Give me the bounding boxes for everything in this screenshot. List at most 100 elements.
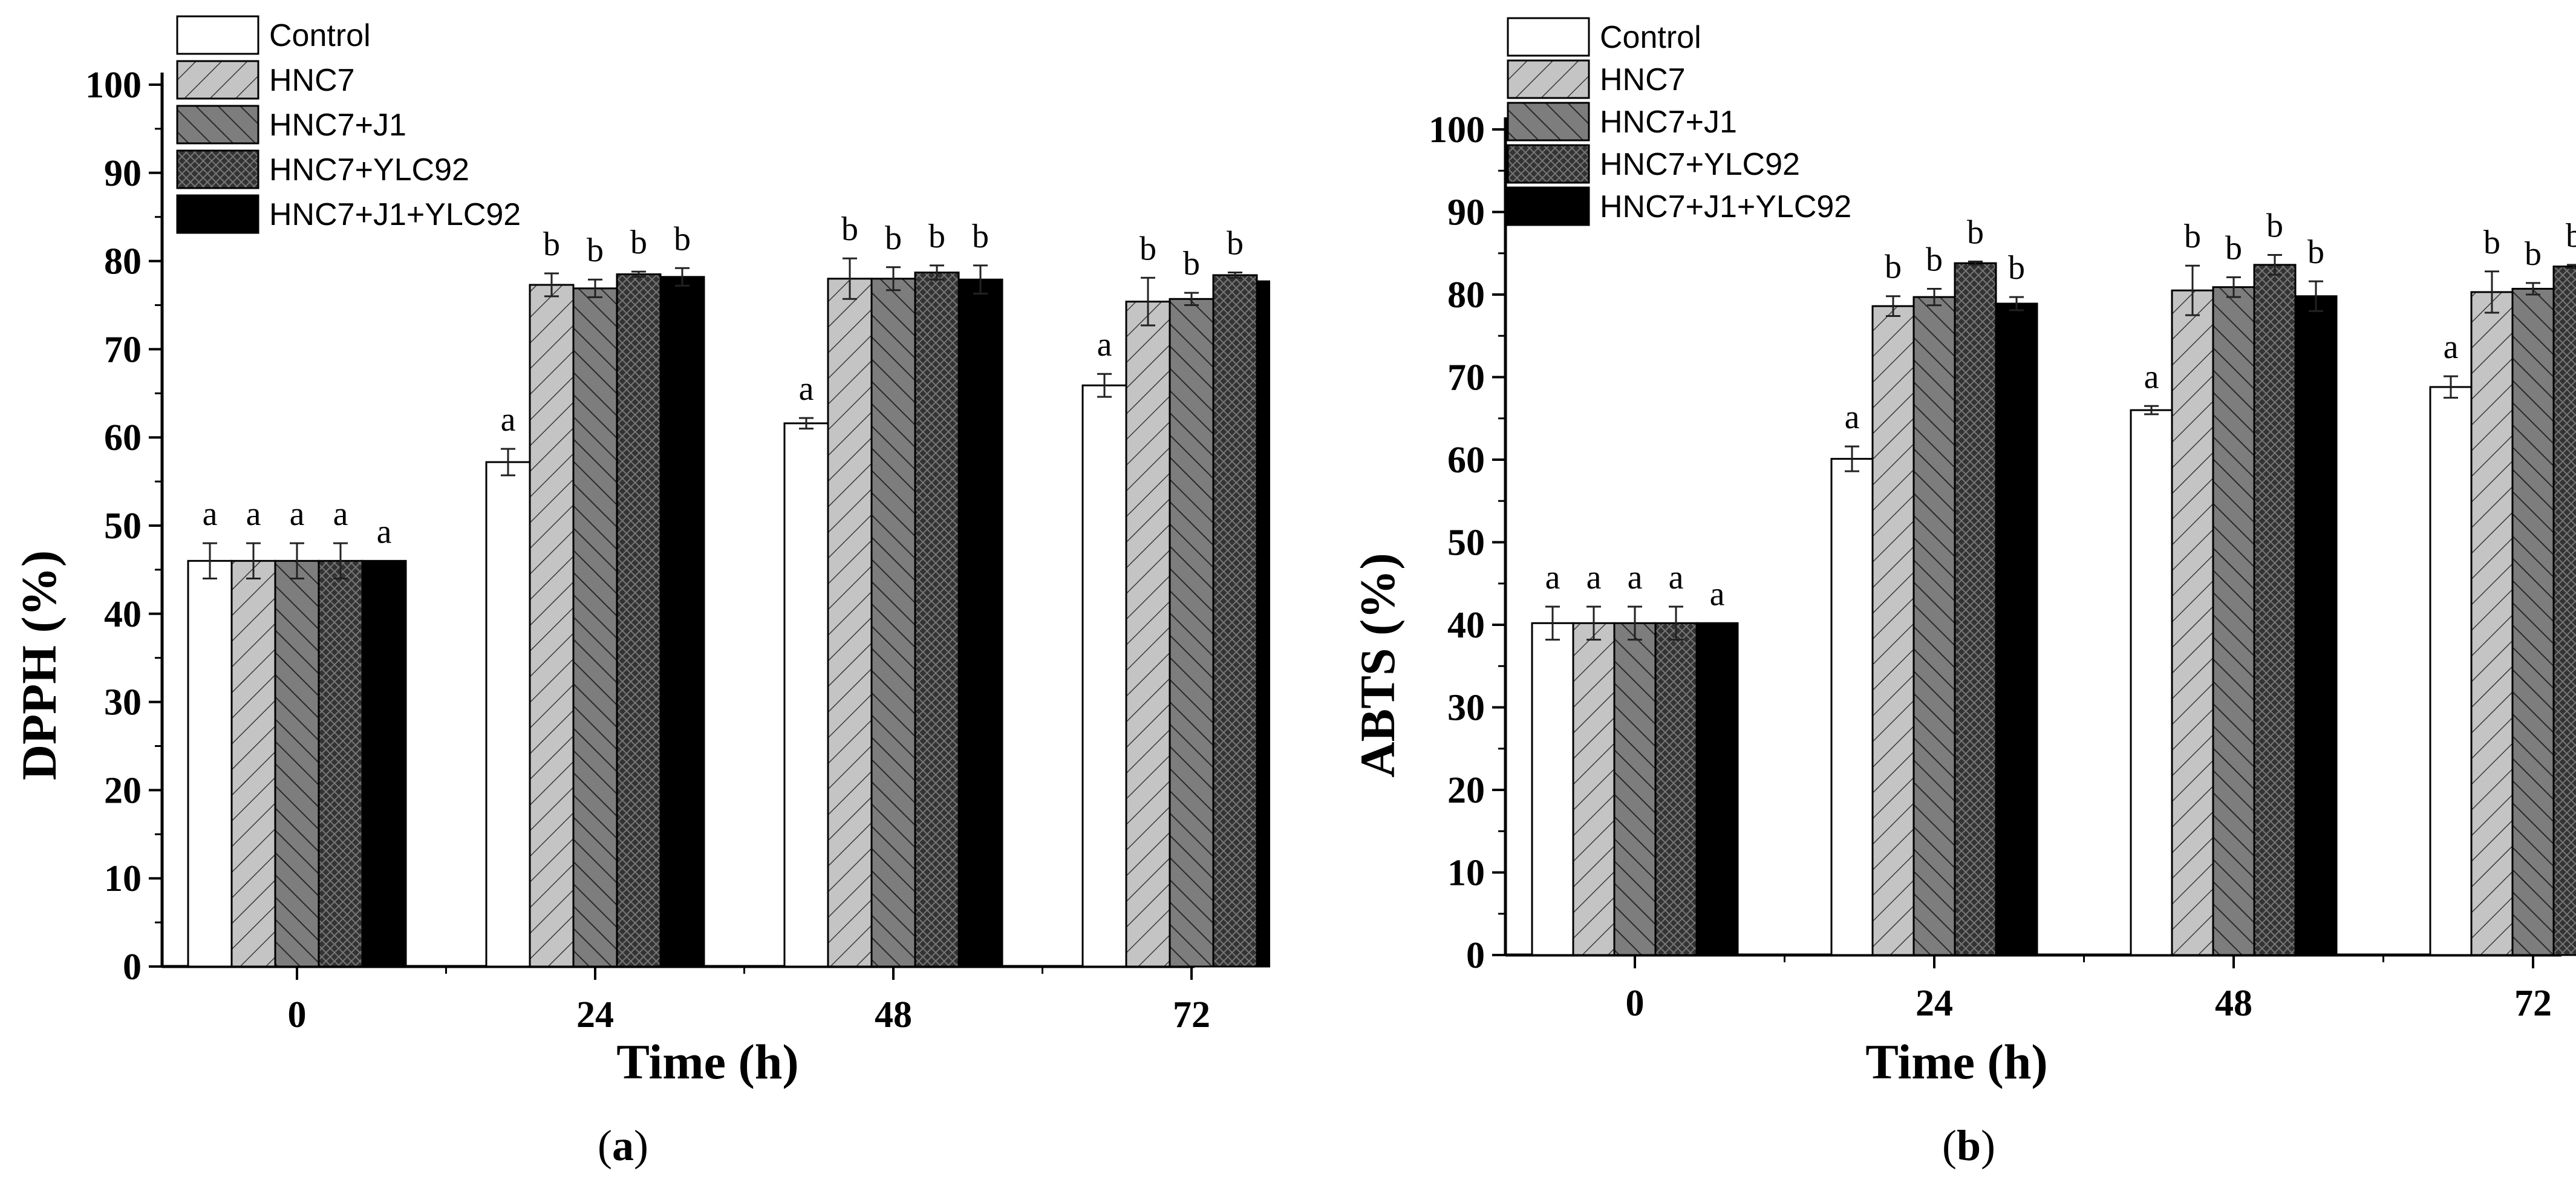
significance-label: a: [1628, 559, 1643, 596]
significance-label: b: [1227, 225, 1244, 262]
bar-hnc7-24: [529, 284, 575, 968]
y-tick-label: 70: [104, 329, 142, 370]
bar-hnc7-ylc92-72: [2552, 266, 2576, 956]
bar-hnc7-0: [1572, 622, 1616, 956]
panel-label: (b): [1942, 1121, 1995, 1170]
bar-hnc7-j1-ylc92-48: [957, 278, 1003, 968]
significance-label: b: [2525, 235, 2542, 273]
chart-panel-a: Control HNC7 HNC7+J1 HNC7+YLC92 HNC7+J1+YLC9…: [11, 15, 1270, 1170]
significance-label: b: [928, 218, 945, 255]
bar-hnc7-0: [230, 559, 276, 968]
legend-swatch-hnc7: [1507, 59, 1590, 99]
legend-label-hnc7-j1: HNC7+J1: [269, 108, 406, 143]
bar-hnc7-72: [1125, 301, 1171, 968]
bar-control-0: [1531, 622, 1574, 956]
legend-label-control: Control: [1600, 20, 1701, 55]
legend-label-hnc7-j1-ylc92: HNC7+J1+YLC92: [269, 197, 521, 232]
bar-hnc7-ylc92-0: [1654, 622, 1698, 956]
chart-panel-b: Control HNC7 HNC7+J1 HNC7+YLC92 HNC7+J1+YLC9…: [1350, 17, 2576, 1170]
significance-label: a: [1845, 399, 1860, 436]
y-tick-label: 20: [1447, 770, 1485, 811]
axes: 0 10 20 30 40 50 60 70 80 90 100 0 24 48 72: [85, 65, 1210, 1035]
legend-label-hnc7: HNC7: [1600, 62, 1686, 97]
y-tick-label: 70: [1447, 357, 1485, 399]
bar-hnc7-ylc92-0: [318, 559, 364, 968]
significance-label: a: [1097, 326, 1112, 364]
y-axis-title: ABTS (%): [1350, 553, 1405, 777]
legend-swatch-hnc7-j1-ylc92: [176, 194, 259, 234]
significance-label: a: [2444, 328, 2459, 366]
significance-label: b: [2566, 217, 2576, 255]
x-axis-title: Time (h): [1865, 1034, 2047, 1089]
legend-swatch-control: [176, 15, 259, 55]
y-tick-label: 80: [104, 241, 142, 282]
y-tick-label: 60: [1447, 440, 1485, 481]
x-tick-label: 72: [2514, 983, 2552, 1024]
bar-control-48: [783, 422, 829, 968]
legend-swatch-control: [1507, 17, 1590, 57]
x-tick-label: 0: [288, 994, 307, 1035]
significance-label: b: [2307, 233, 2324, 271]
x-axis-title: Time (h): [616, 1034, 798, 1089]
bar-hnc7-j1-ylc92-24: [1995, 302, 2038, 956]
bar-control-72: [1081, 384, 1127, 968]
significance-label: b: [885, 220, 902, 257]
x-tick-label: 48: [875, 994, 912, 1035]
bar-hnc7-j1-24: [572, 287, 618, 968]
significance-label: a: [1586, 559, 1602, 596]
significance-label: b: [2266, 207, 2283, 244]
significance-label: b: [674, 220, 691, 258]
bar-hnc7-j1-ylc92-0: [361, 559, 407, 968]
legend-swatch-hnc7-j1: [176, 105, 259, 145]
significance-label: b: [2483, 224, 2500, 261]
legend-label-hnc7-ylc92: HNC7+YLC92: [269, 152, 469, 187]
y-tick-label: 20: [104, 770, 142, 811]
legend-label-hnc7: HNC7: [269, 63, 355, 98]
y-tick-label: 90: [104, 153, 142, 194]
significance-label: b: [2225, 229, 2242, 267]
significance-label: a: [799, 370, 814, 408]
significance-label: b: [1967, 214, 1984, 251]
x-tick-label: 48: [2215, 983, 2252, 1024]
legend-swatch-hnc7-j1: [1507, 102, 1590, 142]
bar-hnc7-ylc92-24: [1954, 262, 1997, 956]
y-tick-label: 100: [85, 65, 142, 106]
y-tick-label: 0: [1466, 935, 1485, 976]
bar-hnc7-48: [827, 278, 873, 968]
y-tick-label: 80: [1447, 275, 1485, 316]
x-tick-label: 72: [1173, 994, 1210, 1035]
x-tick-label: 0: [1626, 983, 1645, 1024]
bar-hnc7-j1-48: [870, 278, 916, 968]
significance-label: a: [1710, 575, 1725, 613]
legend-label-hnc7-ylc92: HNC7+YLC92: [1600, 147, 1800, 182]
bar-hnc7-j1-ylc92-48: [2294, 295, 2338, 956]
significance-label: a: [333, 495, 348, 533]
bar-hnc7-ylc92-24: [616, 273, 662, 968]
legend-swatch-hnc7-ylc92: [1507, 144, 1590, 184]
y-tick-label: 50: [104, 506, 142, 547]
bar-hnc7-j1-24: [1912, 296, 1956, 956]
bar-hnc7-ylc92-48: [2253, 264, 2297, 956]
bar-hnc7-ylc92-48: [914, 272, 960, 968]
bar-hnc7-j1-ylc92-72: [1256, 280, 1270, 968]
y-tick-label: 0: [123, 947, 142, 988]
axes: 0 10 20 30 40 50 60 70 80 90 100 0 24 48 72: [1429, 109, 2561, 1024]
legend: Control HNC7 HNC7+J1 HNC7+YLC92 HNC7+J1+YLC9…: [1507, 17, 1851, 226]
bar-control-0: [187, 559, 233, 968]
y-tick-label: 90: [1447, 192, 1485, 233]
legend-label-hnc7-j1: HNC7+J1: [1600, 105, 1737, 140]
y-tick-label: 100: [1429, 109, 1485, 151]
x-tick-label: 24: [576, 994, 614, 1035]
bar-hnc7-j1-ylc92-0: [1695, 622, 1739, 956]
bar-hnc7-24: [1871, 305, 1915, 956]
significance-label: b: [1140, 230, 1156, 267]
significance-label: b: [1183, 245, 1200, 282]
legend-swatch-hnc7: [176, 60, 259, 100]
significance-label: b: [2008, 249, 2025, 287]
bar-hnc7-j1-72: [2511, 287, 2555, 956]
bar-hnc7-j1-72: [1169, 298, 1215, 968]
legend-swatch-hnc7-j1-ylc92: [1507, 186, 1590, 226]
significance-label: a: [290, 495, 305, 533]
y-tick-label: 40: [1447, 605, 1485, 646]
significance-label: a: [246, 495, 261, 533]
